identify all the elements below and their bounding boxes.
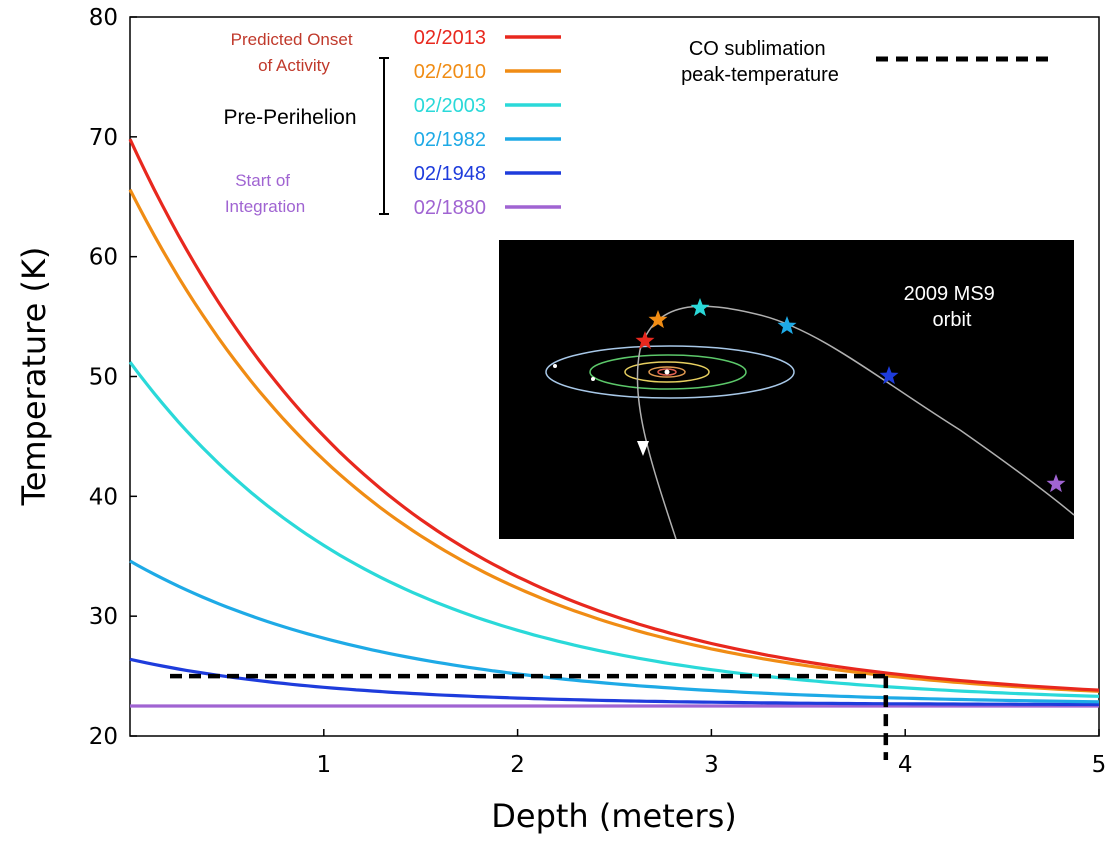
orbit-star-icon-02-1948: [879, 366, 899, 385]
orbit-ring-4: [648, 366, 686, 378]
x-tick-label: 2: [510, 752, 525, 778]
y-axis-label: Temperature (K): [15, 247, 53, 507]
legend-entries: 02/2013 02/2010 02/2003 02/1982 02/1948 02/18…: [414, 27, 561, 219]
data-curves: [128, 138, 1100, 708]
y-tick-label: 30: [89, 604, 118, 630]
orbit-star-icon-02-2003: [690, 298, 710, 317]
y-tick-label: 20: [89, 724, 118, 750]
y-tick-label: 40: [89, 484, 118, 510]
orbit-inset: 2009 MS9 orbit: [499, 240, 1075, 540]
start-integration-line-2: Integration: [225, 197, 305, 216]
co-sublimation-line: [170, 673, 889, 760]
predicted-onset-line-1: Predicted Onset: [231, 30, 353, 49]
orbit-outer-ring: [545, 345, 795, 399]
direction-arrow-icon: [637, 441, 649, 456]
y-tick-label: 50: [89, 365, 118, 391]
orbit-star-icon-02-2013: [635, 331, 655, 350]
legend-label-02-1982: 02/1982: [414, 129, 486, 151]
series-line-02-1982: [129, 559, 1100, 704]
inset-background: [499, 240, 1074, 539]
predicted-onset-label: Predicted Onset of Activity: [231, 30, 358, 75]
legend-label-02-2013: 02/2013: [414, 27, 486, 49]
orbit-star-icon-02-1880: [1046, 474, 1066, 493]
y-tick-label: 80: [89, 5, 118, 31]
legend-label-02-2010: 02/2010: [414, 61, 486, 83]
y-axis-ticks: 20 30 40 50 60 70 80: [89, 5, 137, 750]
inset-label-line-1: 2009 MS9: [904, 283, 995, 305]
orbit-position-markers: [635, 298, 1066, 493]
x-tick-label: 3: [704, 752, 719, 778]
inset-label-line-2: orbit: [933, 309, 972, 331]
co-legend-line-2: peak-temperature: [681, 64, 839, 86]
start-integration-line-1: Start of: [235, 171, 290, 190]
legend-label-02-1948: 02/1948: [414, 163, 486, 185]
legend-label-02-2003: 02/2003: [414, 95, 486, 117]
series-line-02-2010: [128, 188, 1100, 693]
orbit-ring-2: [589, 354, 747, 390]
series-line-02-2003: [128, 361, 1100, 698]
legend-label-02-1880: 02/1880: [414, 197, 486, 219]
orbit-star-icon-02-1982: [777, 316, 797, 335]
x-tick-label: 1: [316, 752, 331, 778]
y-tick-label: 60: [89, 245, 118, 271]
solar-system-orbits: [545, 345, 795, 399]
inset-label: 2009 MS9 orbit: [904, 283, 1001, 331]
series-line-02-1948: [129, 657, 1100, 707]
x-tick-label: 5: [1092, 752, 1107, 778]
start-integration-label: Start of Integration: [225, 171, 305, 216]
pre-perihelion-bracket: [379, 57, 389, 215]
series-line-02-2013: [128, 138, 1100, 692]
comet-trajectory: [636, 305, 1075, 540]
pre-perihelion-label: Pre-Perihelion: [223, 106, 356, 129]
co-legend-label: CO sublimation peak-temperature: [681, 38, 839, 86]
sun-dot: [664, 369, 670, 375]
orbit-ring-3: [624, 361, 710, 383]
planet-dot-1: [553, 364, 557, 368]
x-axis-ticks: 1 2 3 4 5: [316, 729, 1106, 778]
orbit-star-icon-02-2010: [648, 310, 668, 329]
legend: Predicted Onset of Activity Pre-Periheli…: [223, 27, 1054, 219]
y-tick-label: 70: [89, 125, 118, 151]
x-tick-label: 4: [898, 752, 913, 778]
predicted-onset-line-2: of Activity: [258, 56, 330, 75]
orbit-ring-5: [657, 368, 677, 376]
co-legend-line-1: CO sublimation: [689, 38, 826, 60]
planet-dot-2: [591, 377, 595, 381]
x-axis-label: Depth (meters): [491, 797, 737, 835]
